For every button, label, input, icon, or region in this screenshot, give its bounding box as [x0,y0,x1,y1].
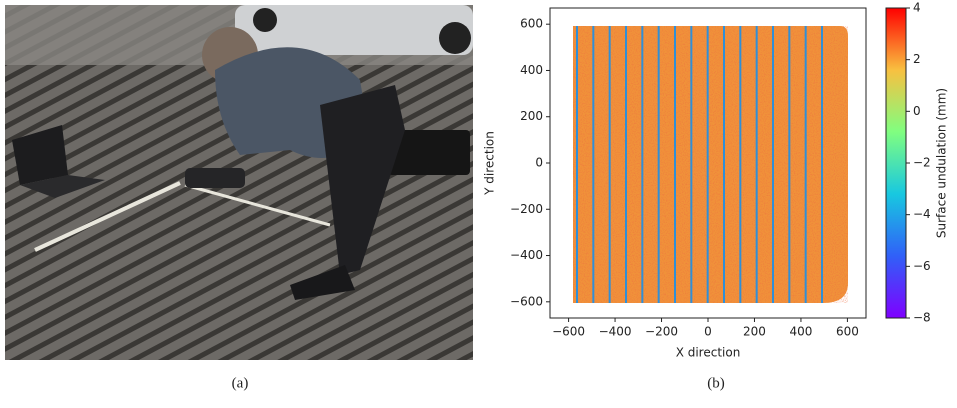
colorbar [885,7,907,319]
colorbar-tick-label: −8 [913,311,931,325]
colorbar-tick-label: 4 [913,1,921,15]
y-tick-label: −600 [510,294,543,308]
colorbar-tick-label: −2 [913,156,931,170]
caption: (b) [707,375,725,391]
y-tick-label: −200 [510,202,543,216]
colorbar-tick-label: 0 [913,104,921,118]
colorbar-tick-label: −4 [913,207,931,221]
y-tick-label: 400 [520,63,543,77]
surface-noise [573,26,848,303]
photo [5,5,473,360]
colorbar-tick-label: 2 [913,52,921,66]
y-tick-label: 0 [535,156,543,170]
x-tick-label: −400 [599,325,632,339]
surface-map [573,26,848,303]
colorbar-label: Surface undulation (mm) [935,88,949,238]
y-tick-label: 600 [520,17,543,31]
caption: (a) [232,375,249,391]
y-axis-label: Y direction [483,131,497,196]
x-tick-label: 600 [836,325,859,339]
x-tick-label: −600 [552,325,585,339]
y-tick-label: 200 [520,109,543,123]
x-axis-label: X direction [676,346,741,360]
colorbar-tick-label: −6 [913,259,931,273]
x-tick-label: 0 [704,325,712,339]
x-tick-label: −200 [645,325,678,339]
x-tick-label: 200 [743,325,766,339]
y-tick-label: −400 [510,248,543,262]
x-tick-label: 400 [789,325,812,339]
